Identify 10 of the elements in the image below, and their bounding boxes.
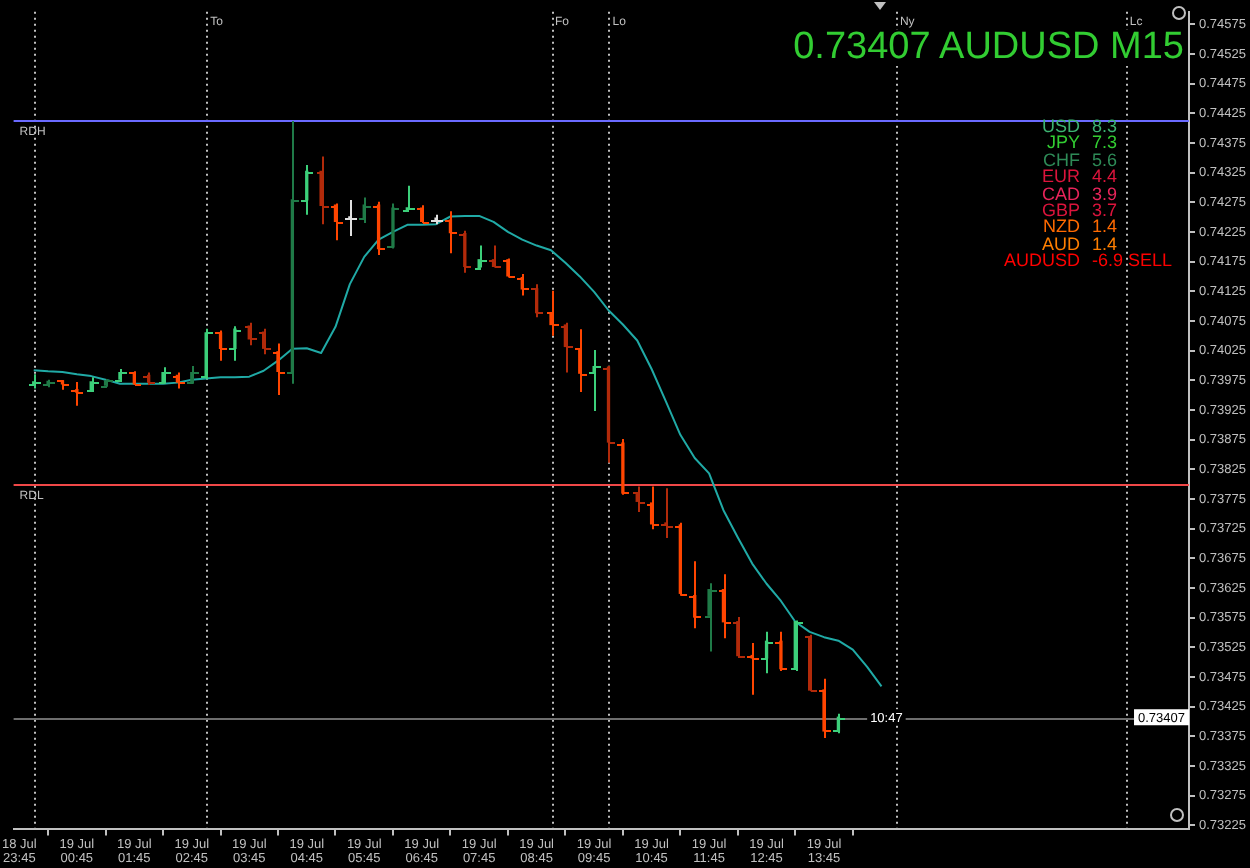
annotation: JPY 7.3 <box>1046 132 1118 153</box>
annotation: CAD 3.9 <box>1039 183 1118 204</box>
annotation: AUD 1.4 <box>1041 233 1118 254</box>
annotation: EUR 4.4 <box>1039 166 1118 187</box>
annotation: GBP 3.7 <box>1039 199 1118 220</box>
annotation: USD 8.3 <box>1039 116 1118 136</box>
annotation: AUDUSD -6.9 SELL <box>1001 250 1173 271</box>
annotation: CHF 5.6 <box>1041 149 1118 170</box>
annotation: NZD 1.4 <box>1041 216 1118 237</box>
chart-title: 0.73407 AUDUSD M15 <box>791 26 1186 68</box>
